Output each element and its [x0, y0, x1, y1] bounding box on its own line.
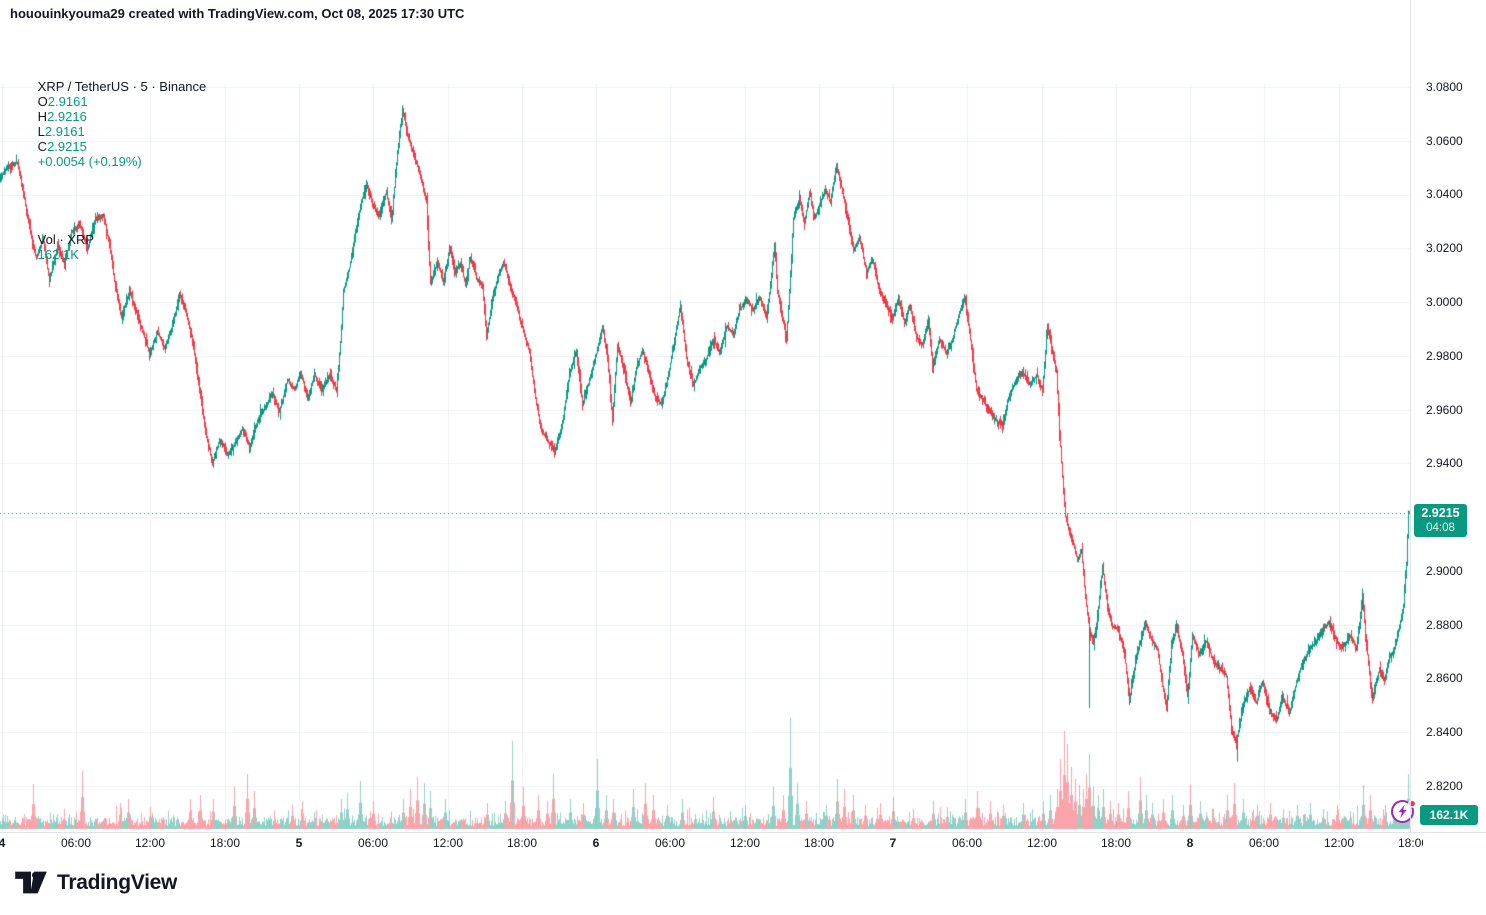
price-tick-label: 3.0000: [1426, 295, 1463, 309]
price-tick-label: 2.8800: [1426, 618, 1463, 632]
price-tick-label: 3.0200: [1426, 241, 1463, 255]
time-tick-label: 06:00: [60, 836, 92, 850]
time-axis[interactable]: 4 06:00 12:00 18:00 5 06:00 12:00 18:00 6 06:00 12…: [0, 833, 1423, 853]
lightning-icon: [1391, 799, 1417, 823]
attribution-text: hououinkyouma29 created with TradingView…: [10, 6, 465, 21]
close-value: 2.9215: [47, 139, 87, 154]
volume-value: 162.1K: [37, 247, 79, 262]
time-tick-label: 18:00: [803, 836, 835, 850]
price-tick-label: 2.8600: [1426, 671, 1463, 685]
time-tick-label: 6: [592, 836, 600, 850]
time-tick-label: 18:00: [209, 836, 241, 850]
price-tick-label: 2.8400: [1426, 725, 1463, 739]
price-tick-label: 2.8200: [1426, 779, 1463, 793]
legend-row-symbol: XRP / TetherUS · 5 · Binance O2.9161 H2.…: [16, 64, 213, 184]
time-tick-label: 18:00: [1100, 836, 1132, 850]
price-axis-border: [1410, 0, 1411, 852]
price-tick-label: 2.9400: [1426, 456, 1463, 470]
price-tick-label: 2.9600: [1426, 403, 1463, 417]
volume-axis-badge: 162.1K: [1420, 805, 1478, 825]
time-tick-label: 12:00: [729, 836, 761, 850]
price-tick-label: 3.0400: [1426, 187, 1463, 201]
time-tick-label: 12:00: [1323, 836, 1355, 850]
time-tick-label: 5: [295, 836, 303, 850]
time-tick-label: 06:00: [654, 836, 686, 850]
close-label: C: [37, 139, 48, 154]
flash-sentiment-icon[interactable]: [1389, 796, 1419, 826]
price-tick-label: 2.9000: [1426, 564, 1463, 578]
volume-label[interactable]: Vol · XRP: [37, 232, 95, 247]
time-tick-label: 8: [1186, 836, 1194, 850]
time-tick-label: 12:00: [432, 836, 464, 850]
symbol-title[interactable]: XRP / TetherUS · 5 · Binance: [37, 79, 207, 94]
high-label: H: [37, 109, 48, 124]
change-value: +0.0054 (+0.19%): [37, 154, 142, 169]
time-tick-label: 18:00: [506, 836, 538, 850]
price-axis[interactable]: 3.0800 3.0600 3.0400 3.0200 3.0000 2.9800 2.96…: [1411, 0, 1486, 832]
bar-countdown: 04:08: [1426, 521, 1455, 534]
time-tick-label: 18:00: [1397, 836, 1423, 850]
time-tick-label: 06:00: [951, 836, 983, 850]
time-tick-label: 06:00: [357, 836, 389, 850]
last-price-value: 2.9215: [1421, 506, 1460, 520]
time-tick-label: 12:00: [1026, 836, 1058, 850]
low-value: 2.9161: [44, 124, 85, 139]
open-label: O: [37, 94, 48, 109]
time-tick-label: 4: [0, 836, 6, 850]
chart-legend: XRP / TetherUS · 5 · Binance O2.9161 H2.…: [16, 34, 213, 307]
open-value: 2.9161: [47, 94, 88, 109]
time-tick-label: 12:00: [134, 836, 166, 850]
legend-row-volume: Vol · XRP 162.1K: [16, 217, 213, 277]
price-tick-label: 3.0600: [1426, 134, 1463, 148]
last-price-badge: 2.9215 04:08: [1414, 504, 1467, 537]
price-tick-label: 3.0800: [1426, 80, 1463, 94]
tradingview-logo-icon: [15, 871, 47, 894]
low-label: L: [37, 124, 45, 139]
time-tick-label: 7: [889, 836, 897, 850]
time-tick-label: 06:00: [1248, 836, 1280, 850]
price-tick-label: 2.9800: [1426, 349, 1463, 363]
tradingview-logo[interactable]: TradingView: [14, 869, 177, 896]
tradingview-logo-text: TradingView: [57, 870, 178, 894]
time-axis-border: [0, 832, 1486, 833]
high-value: 2.9216: [47, 109, 87, 124]
